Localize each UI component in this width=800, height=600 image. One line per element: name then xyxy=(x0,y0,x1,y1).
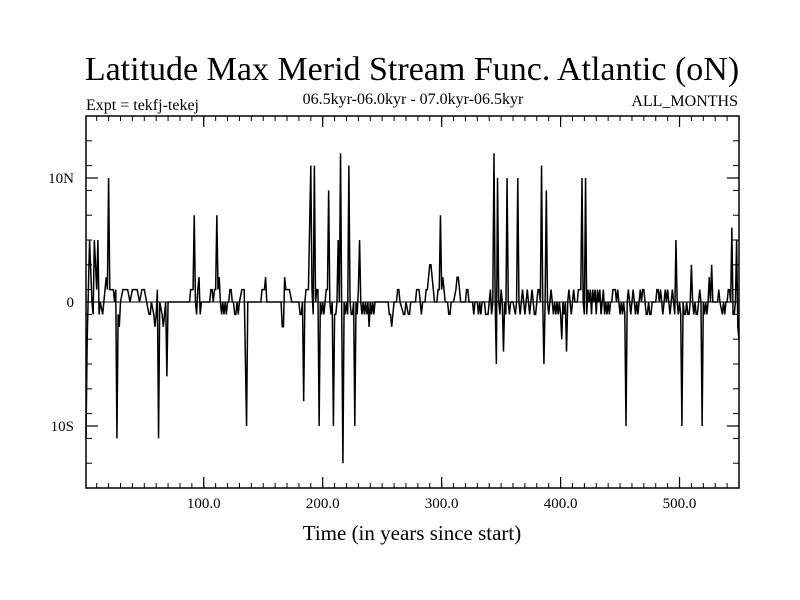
series-line xyxy=(85,153,740,464)
y-tick-label: 10N xyxy=(48,171,74,187)
x-tick-label: 500.0 xyxy=(663,496,697,512)
x-tick-label: 400.0 xyxy=(544,496,578,512)
period-label: 06.5kyr-06.0kyr - 07.0kyr-06.5kyr xyxy=(303,91,524,108)
y-tick-label: 0 xyxy=(67,295,75,311)
months-label: ALL_MONTHS xyxy=(631,93,738,110)
x-tick-label: 300.0 xyxy=(425,496,459,512)
tick-labels: 10N 0 10S 100.0 200.0 300.0 400.0 500.0 xyxy=(48,171,696,512)
experiment-label: Expt = tekfj-tekej xyxy=(86,97,199,114)
chart-title: Latitude Max Merid Stream Func. Atlantic… xyxy=(85,51,739,88)
x-tick-label: 100.0 xyxy=(187,496,221,512)
major-ticks xyxy=(86,116,739,488)
x-axis-label: Time (in years since start) xyxy=(303,521,522,545)
y-tick-label: 10S xyxy=(51,419,74,435)
x-tick-label: 200.0 xyxy=(306,496,340,512)
plot-frame xyxy=(85,115,740,489)
